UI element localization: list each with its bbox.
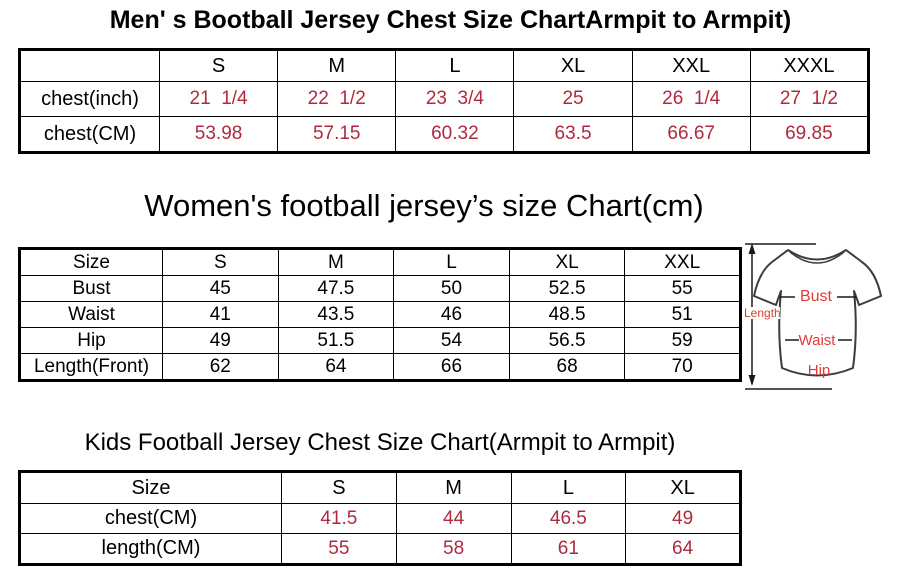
tshirt-measurement-diagram: Length Bust Waist Hip [744,236,901,396]
table-row: Length(Front) 62 64 66 68 70 [19,353,741,381]
row-label: Bust [19,275,163,302]
table-row: length(CM) 55 58 61 64 [19,533,741,565]
row-label: chest(CM) [19,503,282,534]
table-cell: 44 [395,503,512,534]
table-cell: 55 [281,533,397,565]
table-cell: 27 1/2 [749,81,870,117]
table-cell: 25 [513,81,633,117]
length-label: Length [744,306,781,320]
table-cell: 68 [508,353,626,381]
table-row: chest(CM) 53.98 57.15 60.32 63.5 66.67 6… [19,116,870,153]
table-cell: 60.32 [395,116,515,153]
column-header: L [395,49,515,82]
men-chart-title: Men' s Bootball Jersey Chest Size ChartA… [109,6,792,34]
table-cell: 49 [625,503,741,534]
column-header: Size [19,248,163,276]
table-cell: 63.5 [513,116,633,153]
table-cell: 23 3/4 [395,81,515,117]
table-cell: 47.5 [277,275,395,302]
table-row: Waist 41 43.5 46 48.5 51 [19,301,741,328]
table-header-row: Size S M L XL XXL [19,248,741,276]
women-chart-title: Women's football jersey’s size Chart(cm) [144,188,704,223]
table-cell: 41.5 [281,503,397,534]
table-cell: 49 [162,327,279,354]
table-cell: 61 [510,533,627,565]
table-cell: 64 [277,353,395,381]
column-header: Size [19,471,282,504]
column-header: XL [513,49,633,82]
table-cell: 62 [162,353,279,381]
column-header: S [281,471,397,504]
table-cell: 57.15 [277,116,397,153]
waist-label: Waist [798,332,836,349]
column-header: S [158,49,279,82]
column-header: M [277,49,397,82]
table-cell: 41 [162,301,279,328]
row-label: Waist [19,301,163,328]
table-cell: 50 [393,275,510,302]
men-size-table: S M L XL XXL XXXL chest(inch) 21 1/4 22 … [18,48,870,154]
table-cell: 58 [395,533,512,565]
table-cell: 56.5 [508,327,626,354]
table-cell: 70 [624,353,741,381]
column-header: XXXL [749,49,870,82]
table-cell: 66.67 [631,116,751,153]
table-cell: 45 [162,275,279,302]
column-header: S [162,248,279,276]
table-cell: 55 [624,275,741,302]
row-label: length(CM) [19,533,282,565]
column-header: XL [625,471,741,504]
table-cell: 64 [625,533,741,565]
column-header: XXL [631,49,751,82]
table-cell: 51 [624,301,741,328]
table-cell: 26 1/4 [631,81,751,117]
women-size-table: Size S M L XL XXL Bust 45 47.5 50 52.5 5… [18,247,742,382]
table-cell: 46.5 [510,503,627,534]
table-row: chest(inch) 21 1/4 22 1/2 23 3/4 25 26 1… [19,81,870,117]
bust-label: Bust [799,288,832,305]
row-label: chest(CM) [19,116,160,153]
table-row: Bust 45 47.5 50 52.5 55 [19,275,741,302]
column-header: M [395,471,512,504]
kids-size-table: Size S M L XL chest(CM) 41.5 44 46.5 49 … [18,470,742,566]
table-header-row: S M L XL XXL XXXL [19,49,870,82]
table-cell: 52.5 [508,275,626,302]
table-header-row: Size S M L XL [19,471,741,504]
table-cell: 54 [393,327,510,354]
kids-chart-title: Kids Football Jersey Chest Size Chart(Ar… [84,429,676,456]
column-header: M [277,248,395,276]
row-label: Hip [19,327,163,354]
row-label: chest(inch) [19,81,160,117]
table-cell: 66 [393,353,510,381]
table-cell: 22 1/2 [277,81,397,117]
table-cell: 53.98 [158,116,279,153]
table-cell: 46 [393,301,510,328]
table-cell: 21 1/4 [158,81,279,117]
table-cell: 48.5 [508,301,626,328]
hip-label: Hip [807,362,831,379]
column-header [19,49,160,82]
column-header: L [510,471,627,504]
table-cell: 43.5 [277,301,395,328]
table-cell: 51.5 [277,327,395,354]
table-cell: 59 [624,327,741,354]
column-header: L [393,248,510,276]
row-label: Length(Front) [19,353,163,381]
table-cell: 69.85 [749,116,870,153]
column-header: XL [508,248,626,276]
table-row: chest(CM) 41.5 44 46.5 49 [19,503,741,534]
table-row: Hip 49 51.5 54 56.5 59 [19,327,741,354]
column-header: XXL [624,248,741,276]
